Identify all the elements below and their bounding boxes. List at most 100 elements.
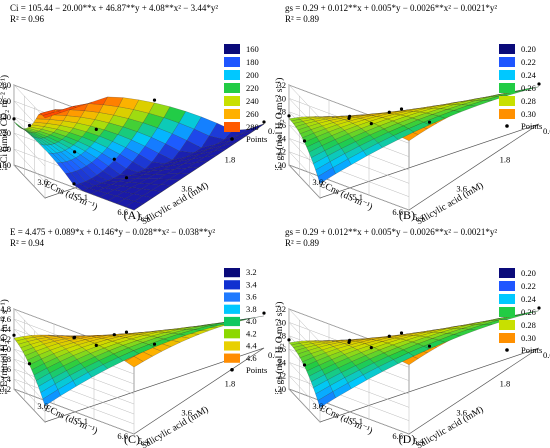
z-tick-label: 0.22 [275,147,286,157]
z-tick-label: 180 [0,160,11,170]
z-tick-label: 260 [0,96,11,106]
z-tick-label: 0.28 [275,331,286,341]
x-tick-labels: 2.1 3.6 5.1 6.6 [275,386,403,441]
x-tick-label: 3.6 [37,177,48,187]
y-tick-label: 1.8 [500,379,511,389]
legend-label: 0.26 [521,307,536,317]
data-point [12,117,16,121]
legend-label: Points [521,121,542,131]
x-tick-label: 5.1 [77,416,88,426]
legend-label: 220 [246,83,259,93]
legend-label: Points [521,345,542,355]
y-tick-label: 3.6 [181,183,192,193]
z-tick-label: 0.26 [275,120,286,130]
z-tick-label: 280 [0,80,11,90]
z-tick-label: 0.20 [275,384,286,394]
observed-points [287,82,541,143]
legend-swatch [224,292,240,302]
data-point [369,346,373,350]
chart-panel-c: E = 4.475 + 0.089*x + 0.146*y − 0.028**x… [0,224,275,448]
legend-label: 3.2 [246,267,257,277]
observed-points [12,311,266,366]
data-point [112,333,116,337]
response-surface [13,96,265,211]
y-tick-label: 5.4 [413,212,424,222]
chart-a-svg: Ci = 105.44 − 20.00**x + 46.87**y + 4.08… [0,3,275,224]
data-point [287,114,291,118]
legend-swatch [224,83,240,93]
legend-swatch [499,96,515,106]
data-point [537,82,541,86]
legend-label: 0.20 [521,268,536,278]
y-tick-labels: 5.4 3.6 1.8 0.0 [413,126,550,222]
data-point [302,139,307,143]
data-point [124,330,129,334]
legend-label: 0.30 [521,109,536,119]
data-point [399,331,404,335]
y-tick-label: 5.4 [138,212,149,222]
legend-label: Points [246,365,267,375]
z-tick-label: 3.2 [0,384,11,394]
legend-swatch [499,83,515,93]
legend-swatch [499,70,515,80]
data-point [387,110,391,114]
legend: 0.20 0.22 0.24 0.26 0.28 0.30 Points [499,44,542,131]
x-tick-label: 5.1 [352,416,363,426]
x-tick-label: 2.1 [275,386,283,396]
legend-label: 260 [246,109,259,119]
data-point [369,122,373,126]
data-point [287,338,291,342]
z-tick-label: 0.26 [275,344,286,354]
data-point [73,150,77,154]
legend-points-marker [230,367,234,372]
x-tick-label: 5.1 [77,192,88,202]
legend-swatch [224,268,240,278]
z-axis-title: E (mmol H₂O m⁻² s⁻¹) [0,299,10,387]
z-tick-label: 3.8 [0,354,11,364]
x-tick-label: 2.1 [275,162,283,172]
legend-swatch [499,320,515,330]
z-tick-labels: 0.20 0.22 0.24 0.26 0.28 0.30 0.32 [275,304,287,394]
z-tick-label: 3.4 [0,374,11,384]
legend-swatch [224,57,240,67]
legend-swatch [224,122,240,132]
legend-swatch [224,304,240,314]
data-point [399,107,404,111]
legend-swatch [224,96,240,106]
z-tick-label: 200 [0,144,11,154]
y-tick-labels: 5.4 3.6 1.8 0.0 [138,126,275,222]
x-tick-label: 3.6 [312,177,323,187]
z-tick-label: 4.0 [0,344,11,354]
y-tick-label: 0.0 [268,350,275,360]
legend-points-marker [505,348,509,352]
y-tick-label: 0.0 [268,126,275,136]
legend-label: 0.22 [521,57,536,67]
data-point [27,123,32,128]
data-point [124,176,129,180]
z-axis-title: Ci (μmol CO₂ m⁻² s⁻¹) [0,75,10,163]
legend: 3.2 3.4 3.6 3.8 4.0 4.2 4.4 4.6 Points [224,267,267,375]
data-point [27,362,32,366]
legend-label: 280 [246,122,259,132]
legend-label: 3.8 [246,304,257,314]
response-surface [13,315,265,407]
legend-label: 0.24 [521,294,537,304]
data-point [262,120,266,124]
legend-label: 200 [246,70,259,80]
z-tick-label: 4.8 [0,304,11,314]
legend-swatch [499,57,515,67]
data-point [112,157,116,161]
y-tick-labels: 5.4 3.6 1.8 0.0 [138,350,275,446]
x-tick-labels: 2.1 3.6 5.1 6.6 [0,162,128,217]
legend-label: 4.0 [246,316,257,326]
legend-swatch [224,280,240,290]
r2-text: R² = 0.96 [10,14,45,24]
x-tick-label: 3.6 [312,401,323,411]
z-tick-label: 4.2 [0,334,11,344]
response-surface [288,86,540,184]
data-point [427,120,432,124]
observed-points [287,306,541,367]
equation-text: gs = 0.29 + 0.012**x + 0.005*y − 0.0026*… [285,227,497,237]
y-tick-label: 0.0 [543,126,550,136]
x-tick-label: 2.1 [0,162,8,172]
